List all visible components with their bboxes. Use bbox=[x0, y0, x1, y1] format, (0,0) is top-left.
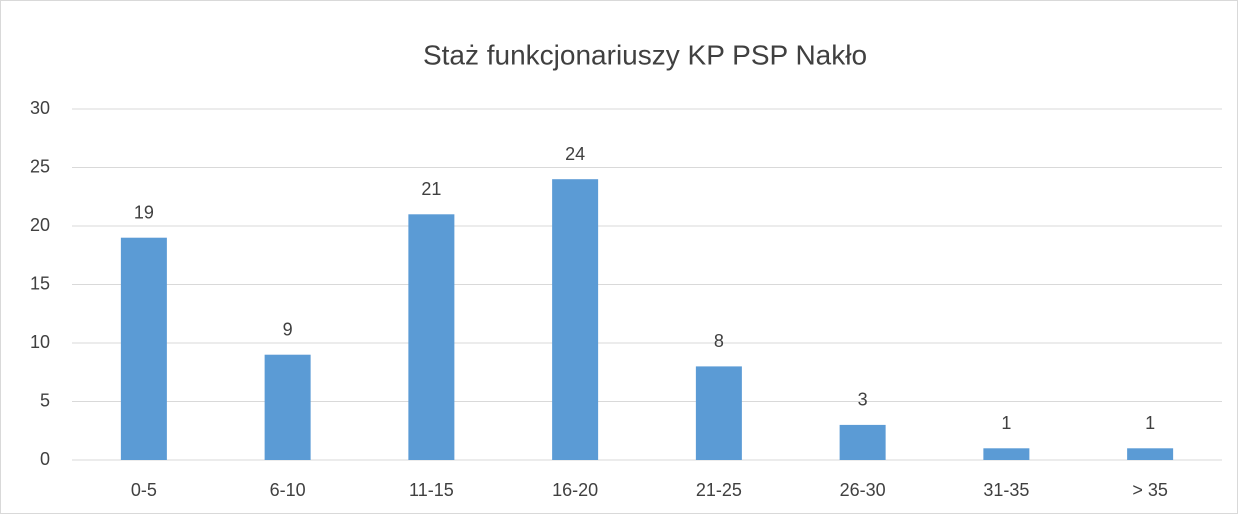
x-tick-label: > 35 bbox=[1132, 480, 1168, 500]
bar bbox=[264, 354, 311, 460]
data-label: 19 bbox=[134, 202, 154, 222]
y-tick-label: 20 bbox=[30, 215, 50, 235]
x-tick-label: 26-30 bbox=[840, 480, 886, 500]
y-tick-label: 10 bbox=[30, 332, 50, 352]
bar bbox=[695, 366, 742, 460]
bar bbox=[983, 448, 1030, 460]
data-label: 9 bbox=[283, 319, 293, 339]
y-tick-label: 25 bbox=[30, 156, 50, 176]
bar bbox=[408, 214, 455, 460]
bar bbox=[120, 237, 167, 460]
bar bbox=[1127, 448, 1174, 460]
data-label: 24 bbox=[565, 144, 585, 164]
y-tick-label: 5 bbox=[40, 390, 50, 410]
y-tick-label: 0 bbox=[40, 449, 50, 469]
data-label: 21 bbox=[421, 179, 441, 199]
x-tick-label: 6-10 bbox=[270, 480, 306, 500]
data-label: 1 bbox=[1001, 413, 1011, 433]
y-tick-label: 15 bbox=[30, 273, 50, 293]
x-tick-label: 21-25 bbox=[696, 480, 742, 500]
chart-title: Staż funkcjonariuszy KP PSP Nakło bbox=[423, 39, 867, 70]
data-label: 3 bbox=[858, 390, 868, 410]
bar bbox=[839, 424, 886, 460]
x-tick-label: 16-20 bbox=[552, 480, 598, 500]
x-tick-label: 0-5 bbox=[131, 480, 157, 500]
bar bbox=[552, 179, 599, 460]
y-tick-label: 30 bbox=[30, 98, 50, 118]
x-tick-label: 11-15 bbox=[409, 480, 454, 500]
x-tick-label: 31-35 bbox=[983, 480, 1029, 500]
data-label: 8 bbox=[714, 331, 724, 351]
data-label: 1 bbox=[1145, 413, 1155, 433]
